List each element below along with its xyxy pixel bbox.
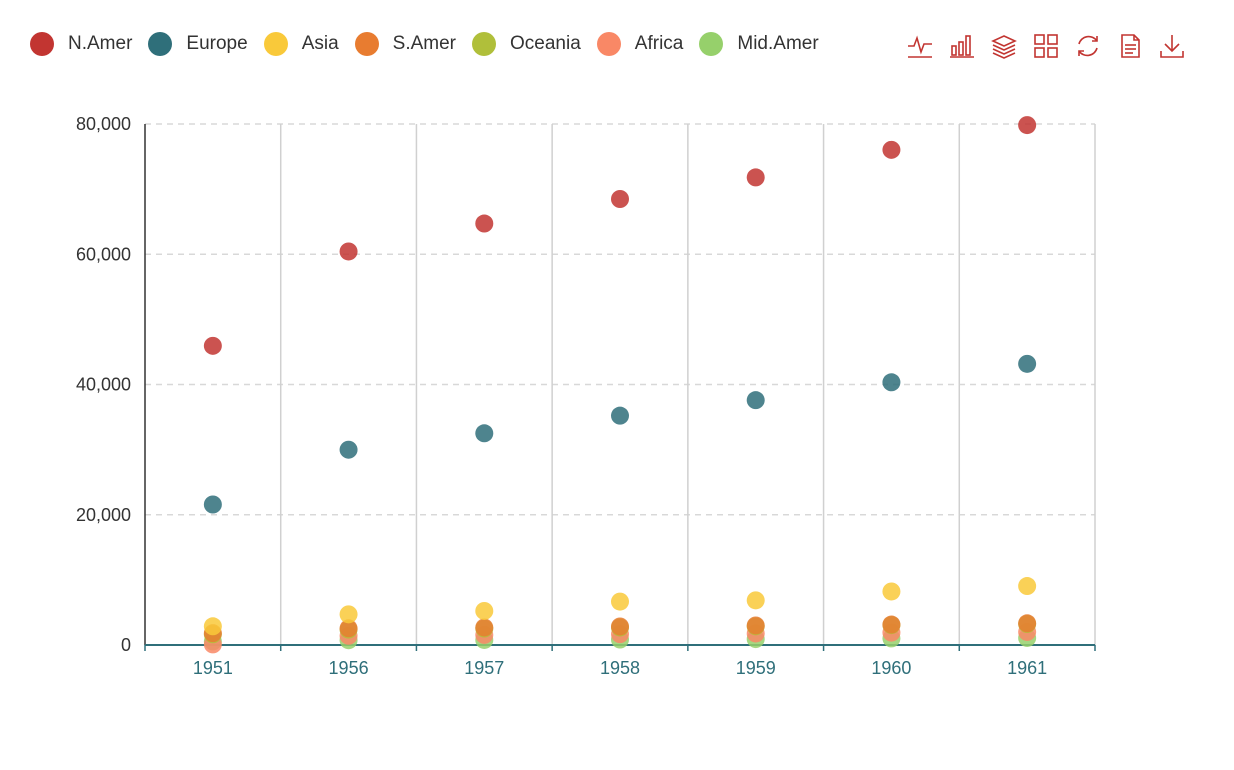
- legend-label: Asia: [301, 33, 339, 54]
- data-point-asia[interactable]: [203, 617, 222, 636]
- data-point-asia[interactable]: [611, 592, 629, 611]
- tiled-icon[interactable]: [1031, 31, 1061, 61]
- save-image-icon[interactable]: [1157, 31, 1187, 61]
- data-point-s-amer[interactable]: [611, 617, 629, 636]
- chart-legend: N.Amer Europe Asia S.Amer Oceania Africa Mid.A…: [30, 28, 835, 60]
- y-tick-label: 20,000: [76, 505, 131, 525]
- data-point-europe[interactable]: [746, 391, 765, 410]
- legend-marker: [699, 32, 724, 56]
- legend-label: Oceania: [510, 33, 581, 54]
- legend-label: Africa: [634, 33, 684, 54]
- x-tick-label: 1957: [464, 658, 504, 678]
- data-view-icon[interactable]: [1115, 31, 1145, 61]
- data-point-n-amer[interactable]: [339, 242, 358, 261]
- data-point-n-amer[interactable]: [203, 336, 222, 355]
- data-point-n-amer[interactable]: [1018, 116, 1037, 135]
- x-tick-label: 1956: [329, 658, 369, 678]
- legend-label: N.Amer: [68, 33, 133, 54]
- legend-label: S.Amer: [392, 33, 457, 54]
- data-point-europe[interactable]: [1018, 354, 1037, 373]
- data-point-s-amer[interactable]: [882, 615, 901, 634]
- data-point-asia[interactable]: [746, 591, 765, 610]
- stack-icon[interactable]: [989, 31, 1019, 61]
- data-point-asia[interactable]: [339, 605, 358, 624]
- legend-label: Europe: [186, 33, 248, 54]
- legend-item-mid-amer[interactable]: Mid.Amer: [699, 32, 819, 56]
- data-point-s-amer[interactable]: [746, 616, 765, 635]
- data-point-asia[interactable]: [1018, 577, 1037, 596]
- data-point-europe[interactable]: [339, 440, 358, 459]
- data-point-n-amer[interactable]: [475, 214, 494, 233]
- legend-label: Mid.Amer: [737, 33, 819, 54]
- y-tick-label: 0: [121, 635, 131, 655]
- y-tick-label: 60,000: [76, 244, 131, 264]
- legend-item-s-amer[interactable]: S.Amer: [354, 32, 457, 56]
- x-tick-label: 1960: [871, 658, 911, 678]
- legend-item-oceania[interactable]: Oceania: [472, 32, 581, 56]
- legend-marker: [354, 32, 379, 56]
- data-point-europe[interactable]: [203, 495, 222, 514]
- legend-item-africa[interactable]: Africa: [596, 32, 684, 56]
- restore-icon[interactable]: [1073, 31, 1103, 61]
- data-point-asia[interactable]: [475, 601, 494, 620]
- line-chart-icon[interactable]: [905, 31, 935, 61]
- y-tick-label: 40,000: [76, 375, 131, 395]
- x-tick-label: 1951: [193, 658, 233, 678]
- x-tick-label: 1961: [1007, 658, 1047, 678]
- data-point-s-amer[interactable]: [1018, 614, 1037, 633]
- legend-marker: [148, 32, 173, 56]
- data-point-asia[interactable]: [882, 582, 901, 601]
- legend-marker: [596, 32, 621, 56]
- y-tick-label: 80,000: [76, 114, 131, 134]
- legend-marker: [30, 32, 54, 56]
- x-tick-label: 1958: [600, 658, 640, 678]
- data-point-s-amer[interactable]: [339, 619, 358, 638]
- legend-item-europe[interactable]: Europe: [148, 32, 248, 56]
- data-point-europe[interactable]: [611, 406, 629, 425]
- bar-chart-icon[interactable]: [947, 31, 977, 61]
- data-point-europe[interactable]: [882, 373, 901, 392]
- legend-marker: [472, 32, 497, 56]
- chart-toolbox: [905, 30, 1199, 62]
- legend-item-n-amer[interactable]: N.Amer: [30, 32, 132, 56]
- legend-item-asia[interactable]: Asia: [263, 32, 339, 56]
- data-point-n-amer[interactable]: [746, 168, 765, 187]
- data-point-n-amer[interactable]: [611, 189, 629, 208]
- x-tick-label: 1959: [736, 658, 776, 678]
- data-point-europe[interactable]: [475, 424, 494, 443]
- data-point-n-amer[interactable]: [882, 140, 901, 159]
- legend-marker: [263, 32, 288, 56]
- data-point-s-amer[interactable]: [475, 618, 494, 637]
